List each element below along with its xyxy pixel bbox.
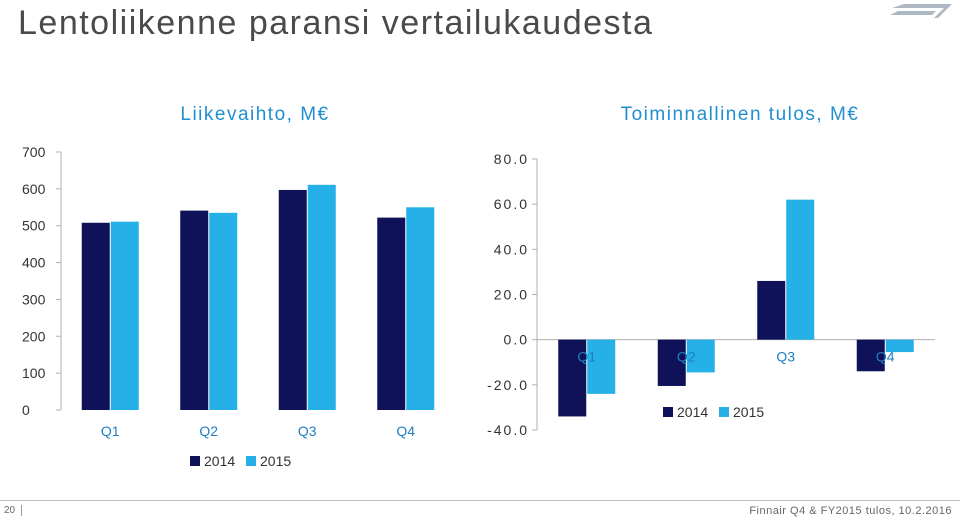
category-label: Q2 <box>199 423 218 439</box>
y-tick-label: 0 <box>22 402 30 418</box>
page-number: 20 <box>4 505 23 516</box>
y-tick-label: 200 <box>22 328 46 344</box>
y-tick-label: 600 <box>22 181 46 197</box>
bar-2014-q2 <box>657 339 686 386</box>
footer-text: Finnair Q4 & FY2015 tulos, 10.2.2016 <box>749 505 952 517</box>
legend-swatch-2015 <box>246 456 256 466</box>
y-tick-label: 80.0 <box>494 151 529 167</box>
bar-2014-q3 <box>278 189 307 410</box>
category-label: Q3 <box>776 349 795 365</box>
bar-2014-q1 <box>81 222 110 410</box>
legend-label: 2014 <box>677 404 708 420</box>
slide-title: Lentoliikenne paransi vertailukaudesta <box>18 4 654 42</box>
bar-2015-q2 <box>686 339 715 373</box>
y-tick-label: 500 <box>22 218 46 234</box>
bar-2014-q4 <box>377 217 406 410</box>
operating-result-chart-title: Toiminnallinen tulos, M€ <box>620 104 860 125</box>
y-tick-label: -20.0 <box>487 377 529 393</box>
bar-2014-q4 <box>856 339 885 372</box>
bar-2014-q3 <box>757 280 786 340</box>
bar-2015-q2 <box>209 212 238 410</box>
legend-swatch-2014 <box>663 407 673 417</box>
y-tick-label: 60.0 <box>494 196 529 212</box>
legend-swatch-2015 <box>719 407 729 417</box>
bar-2015-q3 <box>786 199 815 340</box>
operating-result-chart: -40.0 -20.0 0.0 20.0 40.0 60.0 80.0 Q1 Q2 Q3 Q4 201… <box>487 151 935 438</box>
category-label: Q3 <box>298 423 317 439</box>
finnair-logo-icon <box>890 4 952 18</box>
category-label: Q2 <box>677 349 696 365</box>
y-tick-label: 700 <box>22 144 46 160</box>
bar-2015-q4 <box>885 339 914 353</box>
category-label: Q1 <box>577 349 596 365</box>
bar-2015-q4 <box>406 207 435 410</box>
bar-2015-q3 <box>307 184 336 410</box>
y-tick-label: 40.0 <box>494 241 529 257</box>
bar-2015-q1 <box>110 221 139 410</box>
category-label: Q1 <box>101 423 120 439</box>
y-tick-label: 20.0 <box>494 287 529 303</box>
footer-divider <box>0 500 960 501</box>
y-tick-label: 300 <box>22 291 46 307</box>
y-tick-label: 100 <box>22 365 46 381</box>
legend-label: 2015 <box>260 453 291 469</box>
y-tick-label: -40.0 <box>487 422 529 438</box>
bar-2014-q1 <box>558 339 587 417</box>
revenue-chart: 0 100 200 300 400 500 600 700 Q1 Q2 Q3 Q4 2014 2015 <box>22 144 435 469</box>
legend-label: 2014 <box>204 453 235 469</box>
revenue-chart-title: Liikevaihto, M€ <box>180 104 330 125</box>
bar-2014-q2 <box>180 210 209 410</box>
legend-swatch-2014 <box>190 456 200 466</box>
bar-2015-q1 <box>587 339 616 394</box>
category-label: Q4 <box>396 423 415 439</box>
y-tick-label: 0.0 <box>504 332 529 348</box>
y-tick-label: 400 <box>22 255 46 271</box>
category-label: Q4 <box>876 349 895 365</box>
legend-label: 2015 <box>733 404 764 420</box>
